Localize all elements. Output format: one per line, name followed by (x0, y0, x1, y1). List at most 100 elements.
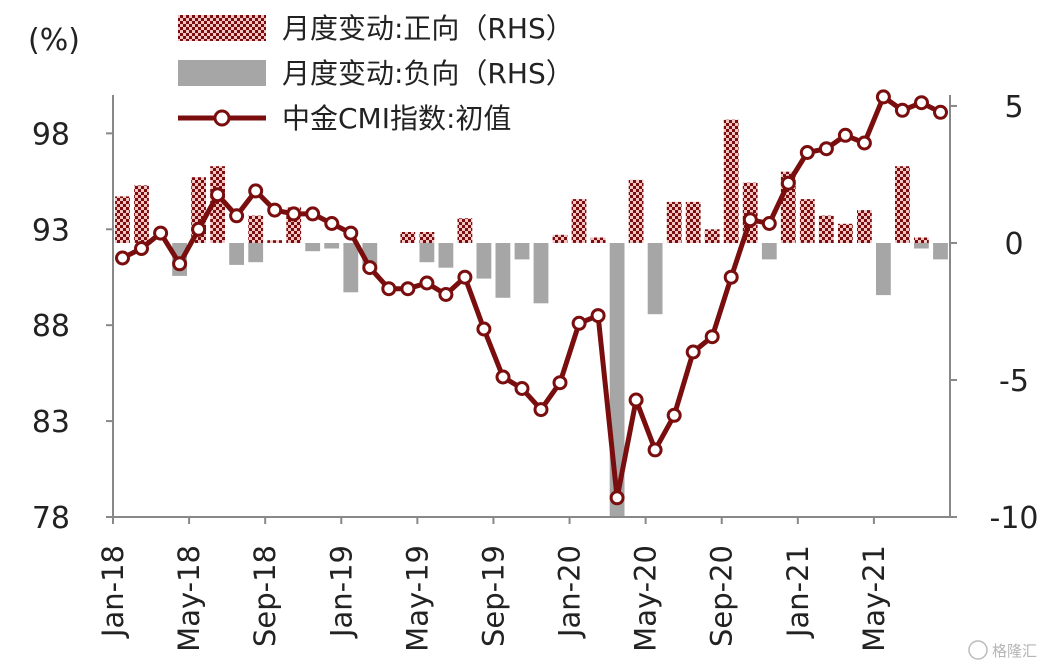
right-tick-label: 0 (1004, 227, 1023, 262)
cmi-index-point (894, 102, 910, 118)
cmi-index-point (856, 135, 872, 151)
watermark: 格隆汇 (968, 640, 1037, 660)
legend-label: 月度变动:负向（RHS） (282, 57, 574, 90)
legend-label: 月度变动:正向（RHS） (282, 12, 574, 45)
negative-change-bar (876, 243, 891, 296)
cmi-index-point (400, 281, 416, 297)
positive-change-bar (457, 218, 473, 243)
x-tick-label: Sep-20 (705, 545, 739, 647)
cmi-index-point (324, 216, 340, 231)
cmi-index-point (533, 402, 549, 418)
right-tick-label: -10 (990, 501, 1039, 536)
legend-positive-swatch (178, 15, 266, 41)
cmi-index-point (590, 308, 606, 324)
positive-change-bar (723, 119, 739, 243)
left-tick-label: 98 (32, 117, 70, 152)
cmi-index-point (818, 141, 834, 157)
cmi-index-point (780, 175, 796, 191)
negative-change-bar (324, 243, 340, 249)
positive-change-bar (115, 196, 130, 243)
cmi-index-point (685, 344, 701, 360)
left-tick-label: 88 (32, 309, 70, 344)
x-tick-label: Jan-20 (553, 545, 587, 639)
positive-change-bar (134, 185, 149, 243)
cmi-index-point (229, 208, 245, 224)
cmi-index-point (761, 216, 777, 231)
x-tick-label: May-19 (400, 545, 434, 652)
left-tick-label: 83 (32, 405, 70, 440)
negative-change-bar (438, 243, 454, 268)
cmi-index-point (267, 202, 283, 218)
x-tick-label: Sep-18 (248, 545, 282, 647)
positive-change-bar (400, 232, 416, 243)
cmi-index-point (362, 260, 378, 276)
cmi-index-point (210, 187, 226, 203)
cmi-index-point (933, 104, 948, 120)
positive-change-bar (419, 232, 435, 243)
positive-change-bar (666, 201, 682, 243)
cmi-index-point (495, 369, 511, 385)
cmi-index-line (121, 94, 942, 501)
cmi-index-point (476, 321, 492, 337)
cmi-index-point (742, 212, 758, 228)
x-tick-label: May-21 (857, 545, 891, 652)
cmi-index-point (799, 145, 815, 160)
positive-change-bar (267, 240, 283, 243)
cmi-index-point (837, 127, 853, 143)
negative-change-bar (229, 243, 244, 265)
cmi-index-point (666, 407, 682, 423)
cmi-index-point (514, 381, 530, 396)
positive-change-bar (838, 223, 853, 243)
cmi-index-point (153, 225, 169, 241)
cmi-index-point (552, 375, 568, 391)
negative-change-bar (647, 243, 663, 315)
positive-change-bar (818, 215, 834, 243)
cmi-index-point (115, 250, 130, 266)
cmi-index-point (609, 490, 625, 506)
positive-change-bar (552, 234, 568, 243)
cmi-index-point (647, 442, 663, 458)
cmi-index-point (191, 221, 207, 237)
cmi-index-point (381, 281, 397, 297)
legend-negative-swatch (178, 60, 266, 86)
x-tick-label: Jan-19 (324, 545, 358, 639)
cmi-index-point (723, 269, 739, 285)
x-tick-label: Sep-19 (476, 545, 510, 647)
watermark-text: 格隆汇 (992, 642, 1037, 660)
cmi-index-point (457, 269, 473, 285)
negative-change-bar (476, 243, 492, 279)
positive-change-bar (628, 179, 644, 243)
legend-marker-swatch (213, 109, 231, 127)
negative-change-bar (343, 243, 359, 293)
legend-label: 中金CMI指数:初值 (282, 102, 511, 135)
negative-change-bar (533, 243, 549, 304)
negative-change-bar (914, 243, 929, 249)
cmi-index-point (571, 315, 587, 331)
cmi-index-point (343, 225, 359, 241)
cmi-index-point (438, 287, 454, 302)
cmi-index-point (419, 275, 435, 291)
cmi-index-point (875, 89, 891, 105)
negative-change-bar (761, 243, 777, 260)
positive-change-bar (914, 237, 929, 243)
left-tick-label: 78 (32, 501, 70, 536)
watermark-logo-icon (968, 640, 988, 660)
x-tick-label: Jan-21 (781, 545, 815, 639)
right-tick-label: -5 (999, 364, 1029, 399)
negative-change-bar (933, 243, 948, 260)
right-tick-label: 5 (1004, 90, 1023, 125)
cmi-index-point (134, 241, 149, 256)
positive-change-bar (590, 237, 606, 243)
cmi-index-point (305, 206, 321, 222)
cmi-index-point (628, 392, 644, 408)
positive-change-bar (857, 210, 872, 243)
negative-change-bar (248, 243, 264, 263)
positive-change-bar (704, 229, 720, 243)
negative-change-bar (495, 243, 511, 298)
positive-change-bar (895, 166, 910, 243)
positive-change-bar (571, 199, 587, 243)
cmi-index-point (286, 206, 302, 222)
positive-change-bar (799, 199, 815, 243)
